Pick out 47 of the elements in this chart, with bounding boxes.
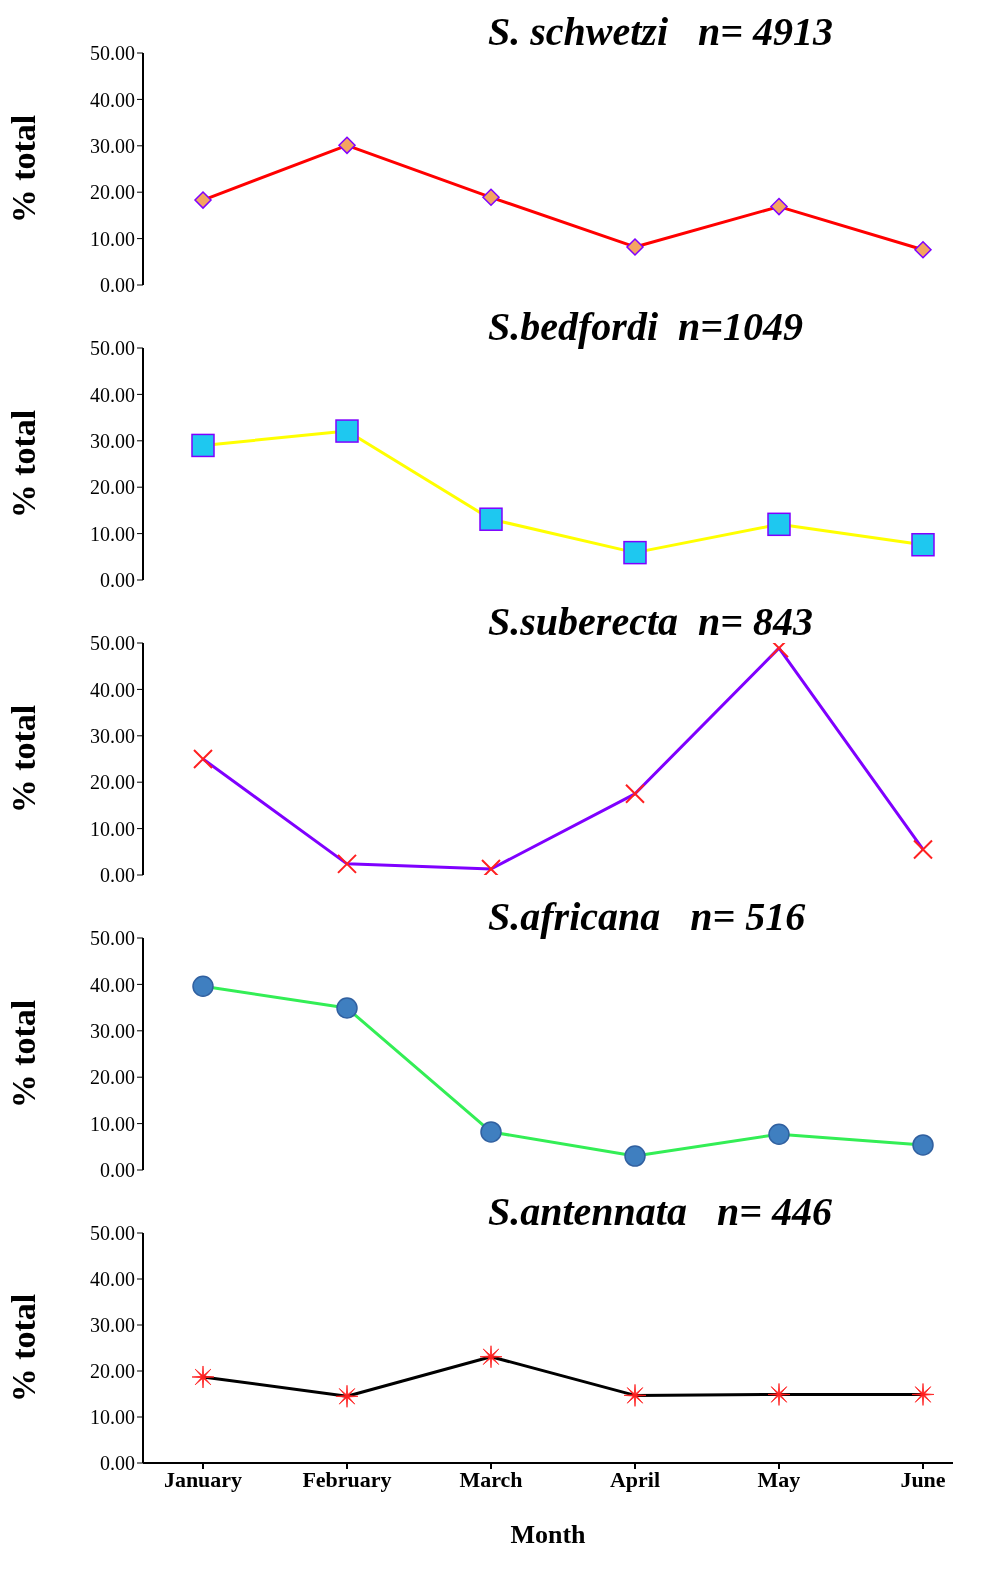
x-tick-label: March <box>459 1466 523 1492</box>
chart-title: S.africana n= 516 <box>488 893 806 940</box>
y-tick-label: 0.00 <box>100 274 135 297</box>
y-tick-label: 0.00 <box>100 864 135 887</box>
x-tick-label: April <box>609 1466 661 1492</box>
x-axis-title: Month <box>510 1520 587 1549</box>
y-axis-title: % total <box>5 704 43 814</box>
y-tick-label: 10.00 <box>90 817 135 840</box>
y-tick-label: 40.00 <box>90 383 135 406</box>
x-tick-label: January <box>163 1466 243 1492</box>
x-tick-label: May <box>757 1466 801 1492</box>
x-tick-label: June <box>900 1466 946 1492</box>
y-tick-label: 40.00 <box>90 1268 135 1291</box>
chart-title: S.suberecta n= 843 <box>488 598 814 645</box>
y-tick-label: 0.00 <box>100 569 135 592</box>
y-tick-label: 40.00 <box>90 678 135 701</box>
y-tick-label: 20.00 <box>90 1066 135 1089</box>
y-tick-label: 10.00 <box>90 227 135 250</box>
chart-title: S.bedfordi n=1049 <box>488 303 804 350</box>
y-tick-label: 30.00 <box>90 1019 135 1042</box>
x-tick-label: February <box>302 1466 392 1492</box>
y-tick-label: 20.00 <box>90 1360 135 1383</box>
chart-title: S. schwetzi n= 4913 <box>488 8 834 55</box>
y-tick-label: 10.00 <box>90 1112 135 1135</box>
y-tick-label: 50.00 <box>90 1222 135 1245</box>
y-axis-title: % total <box>5 409 43 519</box>
y-tick-label: 50.00 <box>90 927 135 950</box>
y-axis-title: % total <box>5 1293 43 1403</box>
y-tick-label: 10.00 <box>90 1406 135 1429</box>
y-tick-label: 40.00 <box>90 973 135 996</box>
y-tick-label: 30.00 <box>90 724 135 747</box>
y-tick-label: 20.00 <box>90 476 135 499</box>
y-tick-label: 30.00 <box>90 1314 135 1337</box>
y-axis-title: % total <box>5 999 43 1109</box>
y-tick-label: 30.00 <box>90 429 135 452</box>
y-tick-label: 20.00 <box>90 181 135 204</box>
y-tick-label: 50.00 <box>90 42 135 65</box>
chart-title: S.antennata n= 446 <box>488 1188 833 1235</box>
y-tick-label: 50.00 <box>90 337 135 360</box>
y-tick-label: 30.00 <box>90 134 135 157</box>
y-tick-label: 0.00 <box>100 1159 135 1182</box>
y-tick-label: 40.00 <box>90 88 135 111</box>
y-axis-title: % total <box>5 114 43 224</box>
y-tick-label: 50.00 <box>90 632 135 655</box>
y-tick-label: 10.00 <box>90 522 135 545</box>
y-tick-label: 20.00 <box>90 771 135 794</box>
y-tick-label: 0.00 <box>100 1452 135 1475</box>
